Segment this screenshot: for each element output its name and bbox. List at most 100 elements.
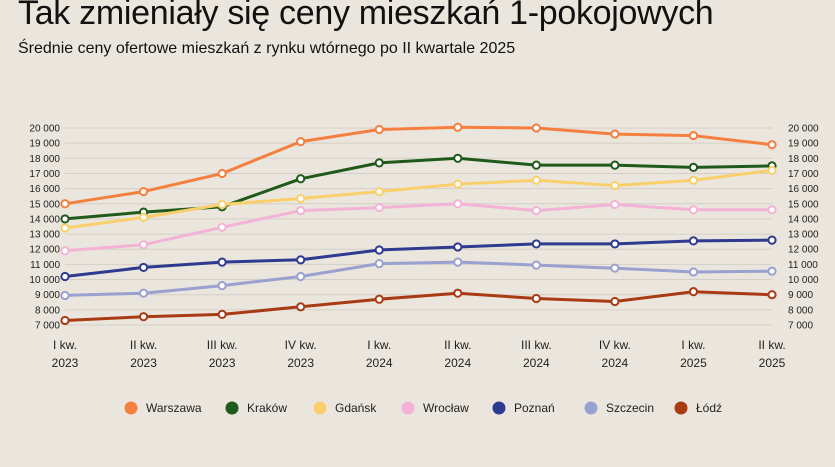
data-point <box>531 160 541 170</box>
legend-label: Gdańsk <box>335 401 377 415</box>
data-point <box>531 239 541 249</box>
chart-subtitle: Średnie ceny ofertowe mieszkań z rynku w… <box>18 40 516 57</box>
x-tick-label-year: 2023 <box>130 356 157 370</box>
legend-swatch <box>674 401 688 415</box>
data-point <box>688 162 699 172</box>
data-point <box>610 129 620 139</box>
legend: Warszawa Kraków Gdańsk Wrocław Poznań Szczeci… <box>124 401 722 415</box>
y-tick-label-left: 8 000 <box>35 305 60 316</box>
x-tick-label-year: 2025 <box>680 356 707 370</box>
data-point <box>296 255 306 265</box>
y-tick-label-left: 15 000 <box>29 199 60 210</box>
data-point <box>296 205 306 216</box>
data-point <box>453 199 463 209</box>
data-point <box>767 290 777 300</box>
data-point <box>296 193 306 204</box>
y-tick-label-right: 14 000 <box>788 214 819 225</box>
data-point <box>374 187 384 197</box>
x-tick-label-quarter: I kw. <box>367 338 391 352</box>
series-line <box>63 202 774 253</box>
y-tick-label-left: 11 000 <box>30 260 60 271</box>
y-tick-label-right: 7 000 <box>788 321 813 332</box>
data-point <box>453 122 463 132</box>
data-point <box>531 123 541 133</box>
data-point <box>453 153 463 163</box>
y-tick-label-left: 20 000 <box>29 124 60 135</box>
series-łódź <box>60 287 777 326</box>
data-point <box>60 246 70 256</box>
data-point <box>531 260 541 270</box>
y-tick-label-right: 10 000 <box>788 275 819 286</box>
x-tick-label-year: 2023 <box>209 356 236 370</box>
data-point <box>60 223 70 233</box>
data-point <box>374 124 384 135</box>
data-point <box>138 187 149 197</box>
series-wrocław <box>60 199 777 256</box>
x-tick-label-quarter: I kw. <box>681 338 705 352</box>
data-point <box>374 245 384 255</box>
data-point <box>767 205 777 215</box>
chart-title: Tak zmieniały się ceny mieszkań 1-pokojo… <box>18 0 714 32</box>
legend-swatch <box>124 401 138 415</box>
data-point <box>374 158 384 168</box>
data-point <box>453 242 463 252</box>
data-point <box>453 257 463 267</box>
data-point <box>767 165 777 176</box>
data-point <box>296 137 306 147</box>
y-tick-label-right: 11 000 <box>788 260 818 271</box>
data-point <box>374 202 384 213</box>
data-point <box>138 240 149 250</box>
data-point <box>60 199 70 209</box>
data-point <box>60 271 70 282</box>
series-line <box>63 290 774 322</box>
data-point <box>217 281 227 291</box>
data-point <box>688 267 699 277</box>
legend-swatch <box>401 401 415 415</box>
x-tick-label-year: 2025 <box>759 356 786 370</box>
legend-label: Łódź <box>696 401 722 415</box>
series-warszawa <box>60 122 777 209</box>
data-point <box>688 287 699 297</box>
data-point <box>217 168 227 179</box>
data-point <box>531 293 541 304</box>
y-tick-label-right: 15 000 <box>788 199 819 210</box>
data-point <box>767 266 777 276</box>
x-tick-label-quarter: III kw. <box>207 338 238 352</box>
data-point <box>60 315 70 326</box>
y-tick-label-left: 13 000 <box>29 230 60 241</box>
series-line <box>63 168 774 230</box>
data-point <box>138 262 149 273</box>
data-point <box>60 290 70 301</box>
series-gdańsk <box>60 165 777 233</box>
data-point <box>60 214 70 224</box>
x-tick-label-year: 2024 <box>602 356 629 370</box>
data-point <box>610 239 620 249</box>
y-tick-label-left: 10 000 <box>29 275 60 286</box>
data-point <box>217 199 227 210</box>
y-tick-label-right: 17 000 <box>788 169 819 180</box>
legend-swatch <box>313 401 327 415</box>
y-tick-label-left: 19 000 <box>29 139 60 150</box>
legend-label: Kraków <box>247 401 287 415</box>
x-tick-label-year: 2023 <box>52 356 79 370</box>
data-point <box>531 205 541 216</box>
x-tick-label-quarter: II kw. <box>758 338 785 352</box>
y-tick-label-left: 18 000 <box>29 154 60 165</box>
legend-label: Szczecin <box>606 401 654 415</box>
data-point <box>374 294 384 304</box>
x-tick-label-year: 2024 <box>523 356 550 370</box>
x-tick-label-quarter: II kw. <box>130 338 157 352</box>
x-tick-label-quarter: II kw. <box>444 338 471 352</box>
series-line <box>63 238 774 278</box>
data-point <box>453 288 463 298</box>
y-tick-label-right: 16 000 <box>788 184 819 195</box>
series-line <box>63 260 774 297</box>
data-point <box>296 271 306 282</box>
y-tick-label-right: 13 000 <box>788 230 819 241</box>
series-szczecin <box>60 257 777 301</box>
y-tick-label-left: 14 000 <box>29 214 60 225</box>
data-point <box>296 174 306 184</box>
data-point <box>610 296 620 307</box>
x-tick-label-quarter: III kw. <box>521 338 552 352</box>
